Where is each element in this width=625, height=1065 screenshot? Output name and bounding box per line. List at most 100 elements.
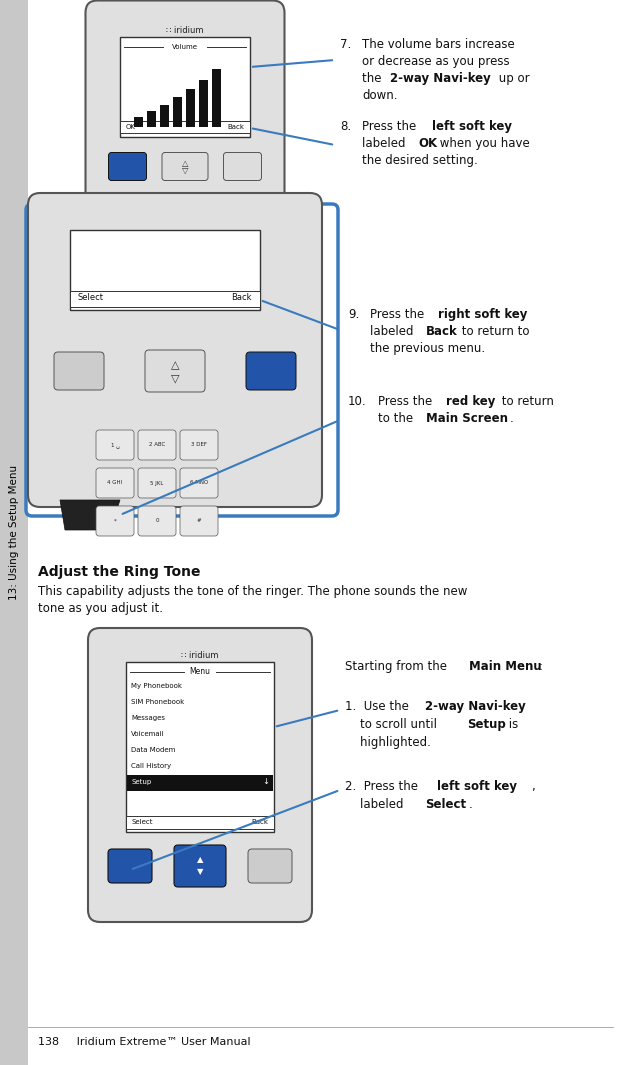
Text: 10.: 10. bbox=[348, 395, 367, 408]
Text: Starting from the: Starting from the bbox=[345, 660, 451, 673]
Text: ∷ iridium: ∷ iridium bbox=[166, 26, 204, 35]
Text: Back: Back bbox=[227, 124, 244, 130]
Text: 0: 0 bbox=[155, 519, 159, 524]
Text: right soft key: right soft key bbox=[438, 308, 528, 321]
Text: up or: up or bbox=[495, 72, 529, 85]
Text: This capability adjusts the tone of the ringer. The phone sounds the new: This capability adjusts the tone of the … bbox=[38, 585, 468, 599]
Text: or decrease as you press: or decrease as you press bbox=[362, 55, 509, 68]
Text: Setup: Setup bbox=[467, 718, 506, 731]
Text: 1 ␣: 1 ␣ bbox=[111, 442, 119, 447]
Text: Data Modem: Data Modem bbox=[131, 747, 176, 753]
Text: *: * bbox=[114, 519, 116, 524]
Text: ▼: ▼ bbox=[197, 868, 203, 876]
Text: when you have: when you have bbox=[436, 137, 530, 150]
Text: ,: , bbox=[531, 780, 535, 793]
Text: down.: down. bbox=[362, 89, 398, 102]
Text: 2 ABC: 2 ABC bbox=[149, 442, 165, 447]
Bar bbox=[126, 816, 274, 829]
Text: Press the: Press the bbox=[378, 395, 436, 408]
Text: ∷ iridium: ∷ iridium bbox=[181, 652, 219, 660]
Text: Press the: Press the bbox=[370, 308, 428, 321]
Text: :: : bbox=[539, 660, 543, 673]
FancyBboxPatch shape bbox=[54, 353, 104, 390]
FancyBboxPatch shape bbox=[162, 152, 208, 180]
Bar bbox=[70, 230, 260, 310]
Text: Main Menu: Main Menu bbox=[469, 660, 542, 673]
Bar bbox=[186, 89, 195, 127]
Text: ▲: ▲ bbox=[197, 855, 203, 865]
Text: △: △ bbox=[171, 360, 179, 370]
FancyBboxPatch shape bbox=[180, 506, 218, 536]
Text: ▽: ▽ bbox=[171, 373, 179, 383]
Text: ▽: ▽ bbox=[182, 166, 188, 175]
Bar bbox=[134, 117, 143, 127]
Text: 138     Iridium Extreme™ User Manual: 138 Iridium Extreme™ User Manual bbox=[38, 1037, 251, 1047]
Text: The volume bars increase: The volume bars increase bbox=[362, 38, 515, 51]
Text: .: . bbox=[469, 798, 472, 812]
Bar bbox=[173, 97, 182, 127]
Text: Select: Select bbox=[425, 798, 466, 812]
Text: tone as you adjust it.: tone as you adjust it. bbox=[38, 602, 163, 615]
Text: highlighted.: highlighted. bbox=[345, 736, 431, 749]
Text: #: # bbox=[197, 519, 201, 524]
Polygon shape bbox=[60, 499, 120, 530]
FancyBboxPatch shape bbox=[88, 628, 312, 922]
FancyBboxPatch shape bbox=[138, 468, 176, 498]
Text: 2.  Press the: 2. Press the bbox=[345, 780, 422, 793]
Text: Menu: Menu bbox=[189, 668, 211, 676]
Bar bbox=[120, 37, 250, 137]
FancyBboxPatch shape bbox=[174, 845, 226, 887]
Text: SIM Phonebook: SIM Phonebook bbox=[131, 699, 184, 705]
Text: the: the bbox=[362, 72, 385, 85]
FancyBboxPatch shape bbox=[246, 353, 296, 390]
Text: labeled: labeled bbox=[370, 325, 418, 338]
FancyBboxPatch shape bbox=[28, 193, 322, 507]
FancyBboxPatch shape bbox=[96, 468, 134, 498]
Text: left soft key: left soft key bbox=[432, 120, 512, 133]
Bar bbox=[70, 291, 260, 307]
Text: the previous menu.: the previous menu. bbox=[370, 342, 485, 355]
Text: 2-way Navi-key: 2-way Navi-key bbox=[390, 72, 491, 85]
Text: Select: Select bbox=[132, 819, 154, 825]
Bar bbox=[212, 69, 221, 127]
FancyBboxPatch shape bbox=[96, 506, 134, 536]
FancyBboxPatch shape bbox=[248, 849, 292, 883]
Text: the desired setting.: the desired setting. bbox=[362, 154, 478, 167]
Text: left soft key: left soft key bbox=[437, 780, 517, 793]
Text: 2-way Navi-key: 2-way Navi-key bbox=[425, 700, 526, 712]
Text: 3 DEF: 3 DEF bbox=[191, 442, 207, 447]
Text: Messages: Messages bbox=[131, 715, 165, 721]
Text: to return to: to return to bbox=[458, 325, 529, 338]
Text: Back: Back bbox=[231, 294, 252, 302]
Bar bbox=[127, 775, 273, 791]
Text: Select: Select bbox=[78, 294, 104, 302]
FancyBboxPatch shape bbox=[26, 204, 338, 517]
Text: △: △ bbox=[182, 159, 188, 168]
Text: Press the: Press the bbox=[362, 120, 420, 133]
Bar bbox=[147, 111, 156, 127]
FancyBboxPatch shape bbox=[138, 430, 176, 460]
Text: 5 JKL: 5 JKL bbox=[151, 480, 164, 486]
Text: 4 GHI: 4 GHI bbox=[107, 480, 122, 486]
FancyBboxPatch shape bbox=[109, 152, 146, 180]
FancyBboxPatch shape bbox=[145, 350, 205, 392]
Text: to scroll until: to scroll until bbox=[345, 718, 441, 731]
Text: 6 MNO: 6 MNO bbox=[190, 480, 208, 486]
Bar bbox=[160, 105, 169, 127]
Bar bbox=[199, 80, 208, 127]
Text: to the: to the bbox=[378, 412, 417, 425]
Text: My Phonebook: My Phonebook bbox=[131, 683, 182, 689]
Text: Call History: Call History bbox=[131, 763, 171, 769]
Text: .: . bbox=[510, 412, 514, 425]
FancyBboxPatch shape bbox=[138, 506, 176, 536]
Text: labeled: labeled bbox=[345, 798, 408, 812]
FancyBboxPatch shape bbox=[180, 468, 218, 498]
Bar bbox=[120, 121, 250, 133]
Text: red key: red key bbox=[446, 395, 496, 408]
Text: Volume: Volume bbox=[172, 44, 198, 50]
Text: Adjust the Ring Tone: Adjust the Ring Tone bbox=[38, 566, 201, 579]
Text: Setup: Setup bbox=[131, 779, 151, 785]
FancyBboxPatch shape bbox=[86, 0, 284, 210]
Text: Back: Back bbox=[426, 325, 458, 338]
Text: 1.  Use the: 1. Use the bbox=[345, 700, 413, 712]
